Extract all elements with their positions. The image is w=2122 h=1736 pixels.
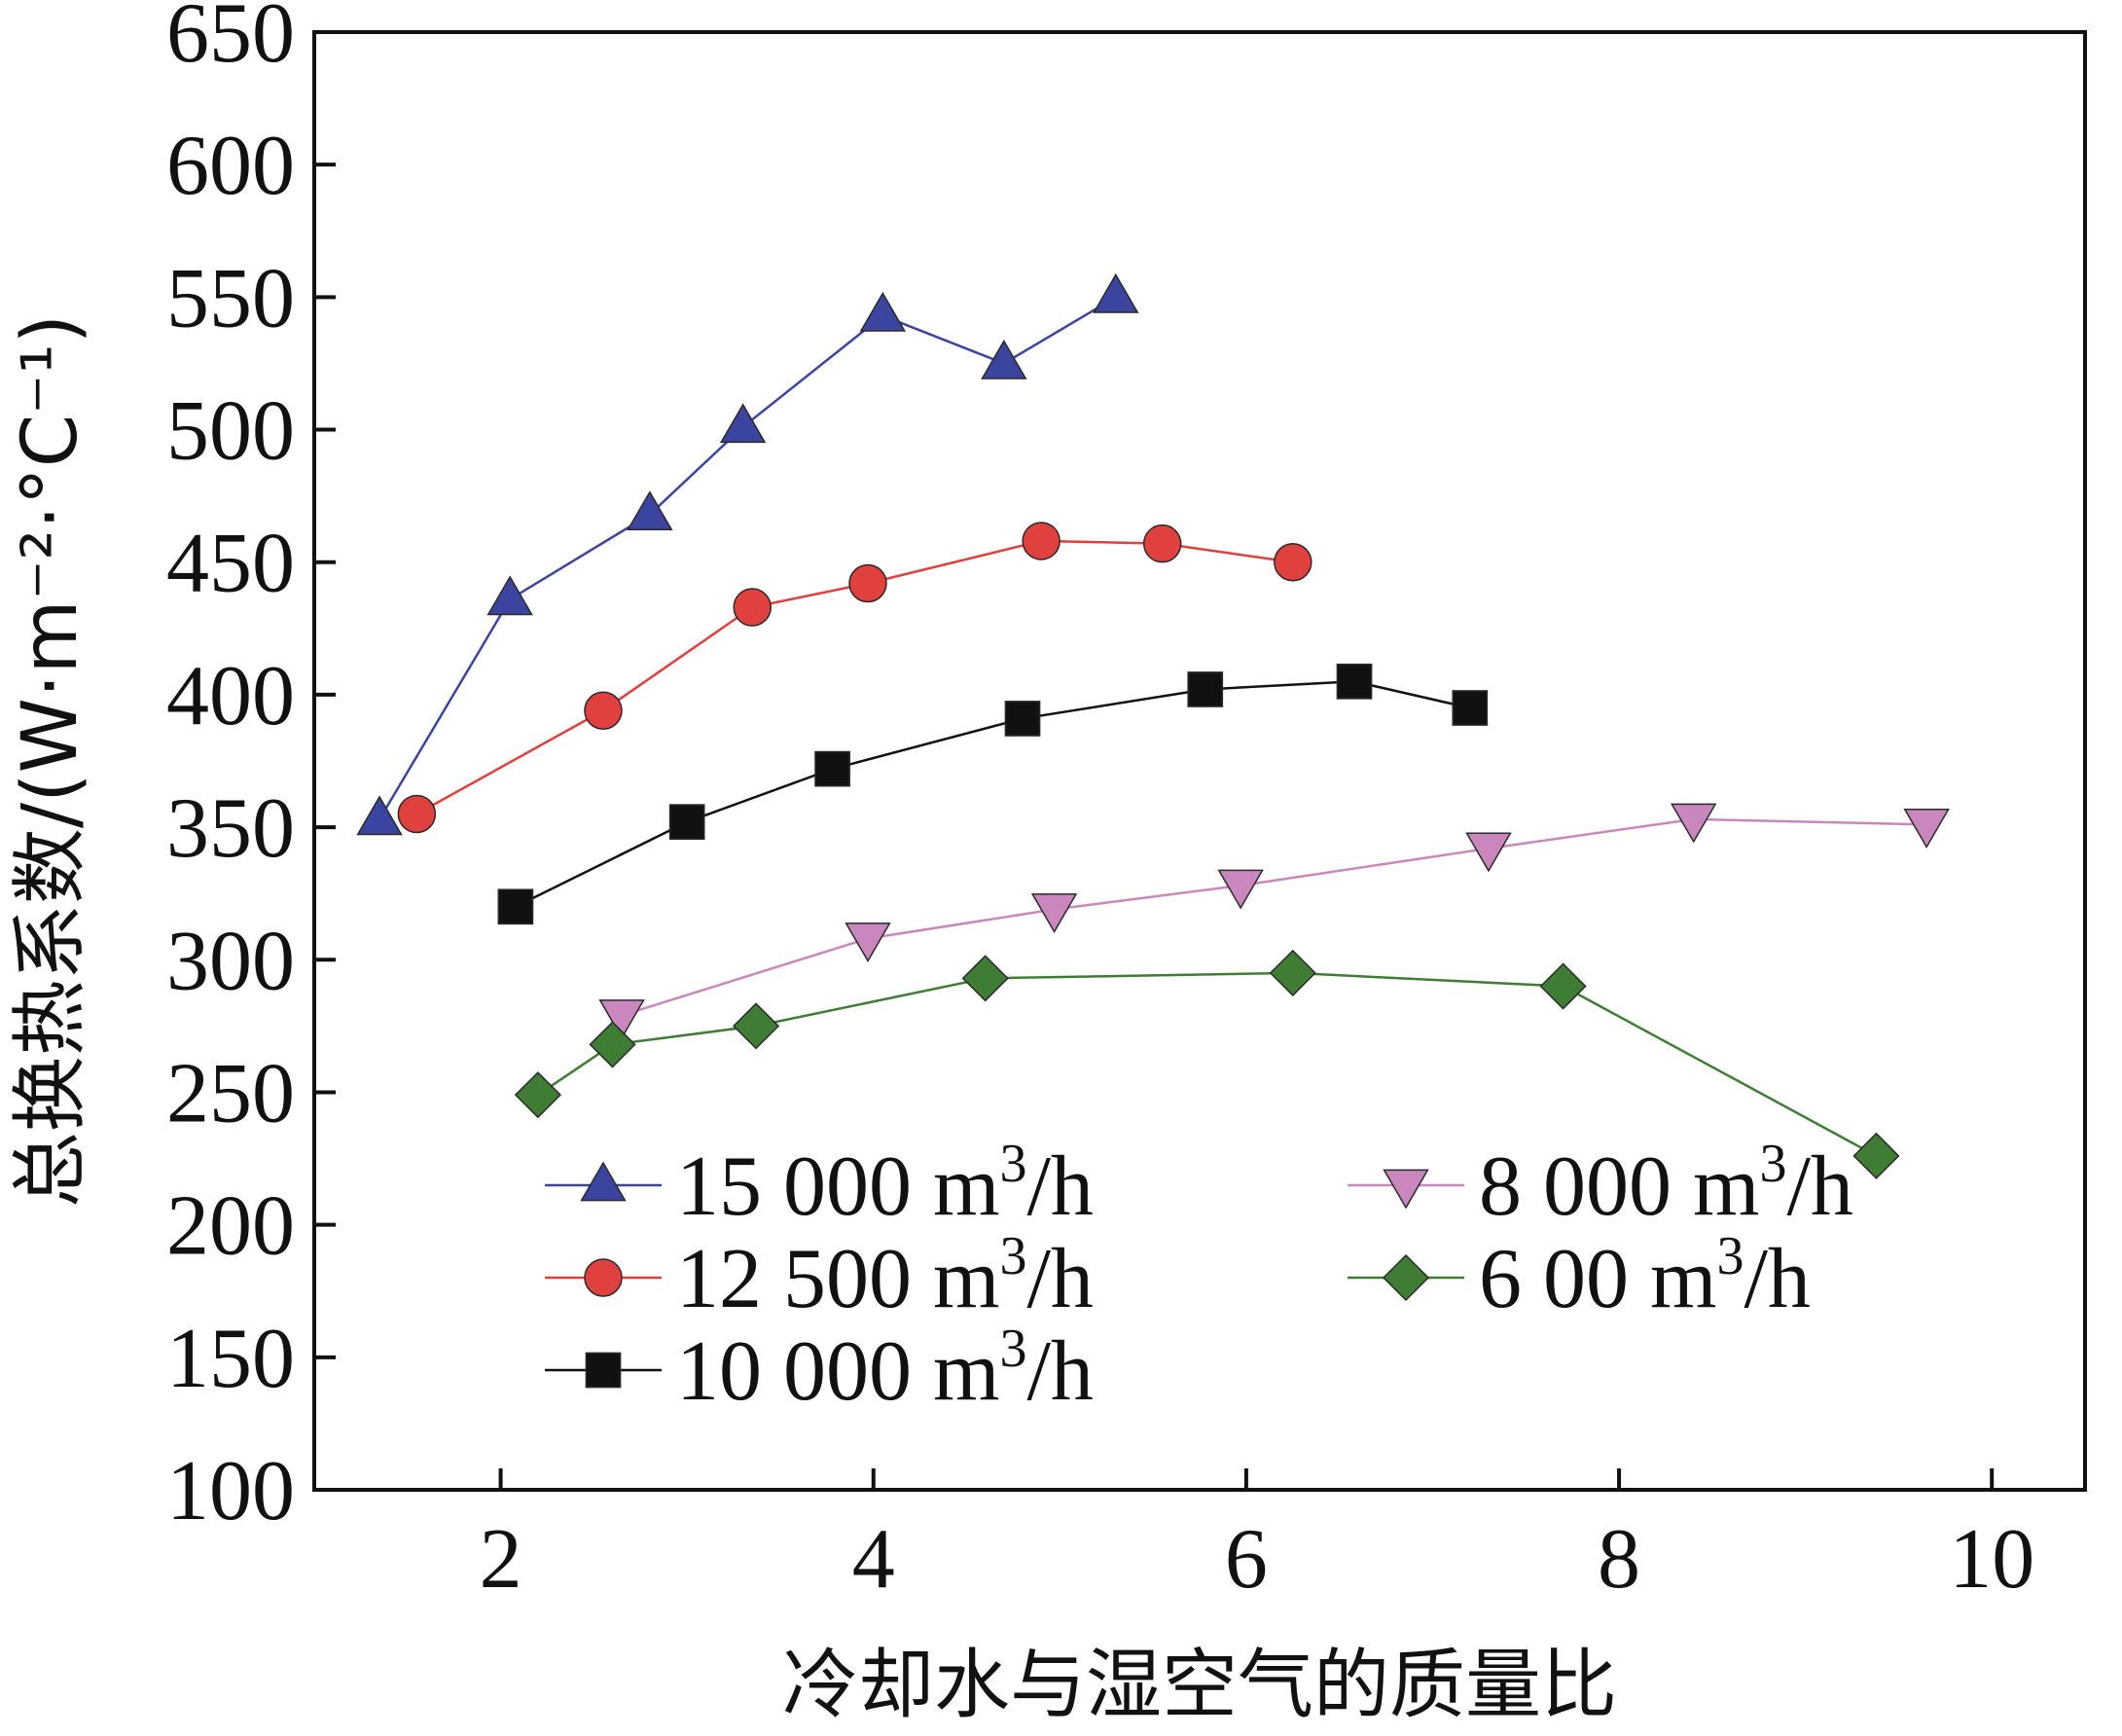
legend-entry: 8 000 m3/h [1348, 1134, 1853, 1234]
x-axis-title: 冷却水与湿空气的质量比 [782, 1642, 1617, 1729]
legend-label: 15 000 m3/h [676, 1134, 1094, 1234]
data-point [589, 1021, 636, 1068]
series-0 [356, 272, 1139, 836]
x-tick-label: 4 [852, 1512, 895, 1607]
data-point [1670, 803, 1717, 844]
data-point [1465, 832, 1512, 873]
y-tick-label: 300 [166, 914, 295, 1008]
legend: 15 000 m3/h12 500 m3/h10 000 m3/h 8 000 m… [545, 1134, 1853, 1419]
data-point [845, 922, 891, 962]
legend-entry: 15 000 m3/h [545, 1134, 1094, 1234]
data-point [1903, 809, 1950, 849]
data-point [1187, 671, 1224, 707]
data-point [981, 339, 1027, 380]
data-point [1004, 701, 1041, 737]
data-point [1022, 522, 1061, 561]
data-point [668, 804, 705, 840]
series-2 [497, 663, 1489, 925]
legend-label: 8 000 m3/h [1479, 1134, 1853, 1234]
x-tick-label: 6 [1225, 1512, 1268, 1607]
axes: 100 150 200 250 300 350 400 450 500 550 600 650 2 4 6 8… [166, 0, 2087, 1607]
legend-marker [585, 1352, 622, 1389]
data-point [732, 1002, 780, 1050]
series-layer [356, 272, 1950, 1179]
series-3 [598, 803, 1950, 1039]
data-point [1142, 524, 1182, 563]
legend-label: 12 500 m3/h [676, 1226, 1094, 1326]
series-line [621, 817, 1927, 1017]
data-point [627, 490, 673, 531]
data-point [1452, 690, 1489, 726]
data-point [961, 955, 1009, 1002]
data-point [1217, 869, 1264, 910]
y-axis-title: 总换热系数/(W·m⁻²·°C⁻¹) [7, 314, 94, 1208]
legend-marker [584, 1258, 623, 1297]
data-point [1093, 272, 1139, 313]
legend-marker [1383, 1169, 1429, 1210]
data-point [584, 691, 623, 731]
legend-marker [1382, 1253, 1430, 1302]
series-line [537, 971, 1878, 1157]
y-tick-label: 450 [166, 517, 295, 611]
legend-marker [580, 1161, 627, 1202]
y-tick-label: 200 [166, 1179, 295, 1274]
y-tick-label: 650 [166, 0, 295, 81]
y-tick-label: 400 [166, 649, 295, 743]
y-tick-label: 150 [166, 1312, 295, 1406]
x-tick-label: 8 [1598, 1512, 1640, 1607]
series-1 [397, 522, 1313, 834]
y-tick-label: 500 [166, 384, 295, 479]
legend-entry: 12 500 m3/h [545, 1226, 1094, 1326]
data-point [848, 563, 887, 603]
y-tick-label: 600 [166, 119, 295, 213]
data-point [598, 999, 645, 1039]
y-tick-label: 250 [166, 1046, 295, 1140]
data-point [1274, 542, 1313, 582]
series-4 [514, 949, 1900, 1179]
data-point [1269, 949, 1316, 996]
data-point [1852, 1132, 1900, 1179]
legend-label: 10 000 m3/h [676, 1319, 1094, 1419]
data-point [1030, 893, 1078, 934]
data-point [497, 888, 534, 925]
data-point [1336, 663, 1373, 700]
data-point [859, 291, 907, 332]
plot-frame [312, 30, 2087, 1492]
data-point [733, 588, 772, 627]
data-point [814, 750, 850, 787]
data-point [1539, 962, 1587, 1010]
data-point [719, 403, 767, 444]
legend-entry: 6 00 m3/h [1348, 1226, 1811, 1326]
y-tick-label: 100 [166, 1444, 295, 1538]
legend-label: 6 00 m3/h [1479, 1226, 1811, 1326]
data-point [397, 794, 437, 834]
y-tick-label: 350 [166, 781, 295, 876]
data-point [514, 1071, 561, 1119]
data-point [486, 575, 533, 616]
data-point [356, 795, 403, 836]
legend-entry: 10 000 m3/h [545, 1319, 1094, 1419]
y-tick-label: 550 [166, 251, 295, 345]
x-tick-label: 2 [480, 1512, 522, 1607]
x-tick-label: 10 [1949, 1512, 2034, 1607]
